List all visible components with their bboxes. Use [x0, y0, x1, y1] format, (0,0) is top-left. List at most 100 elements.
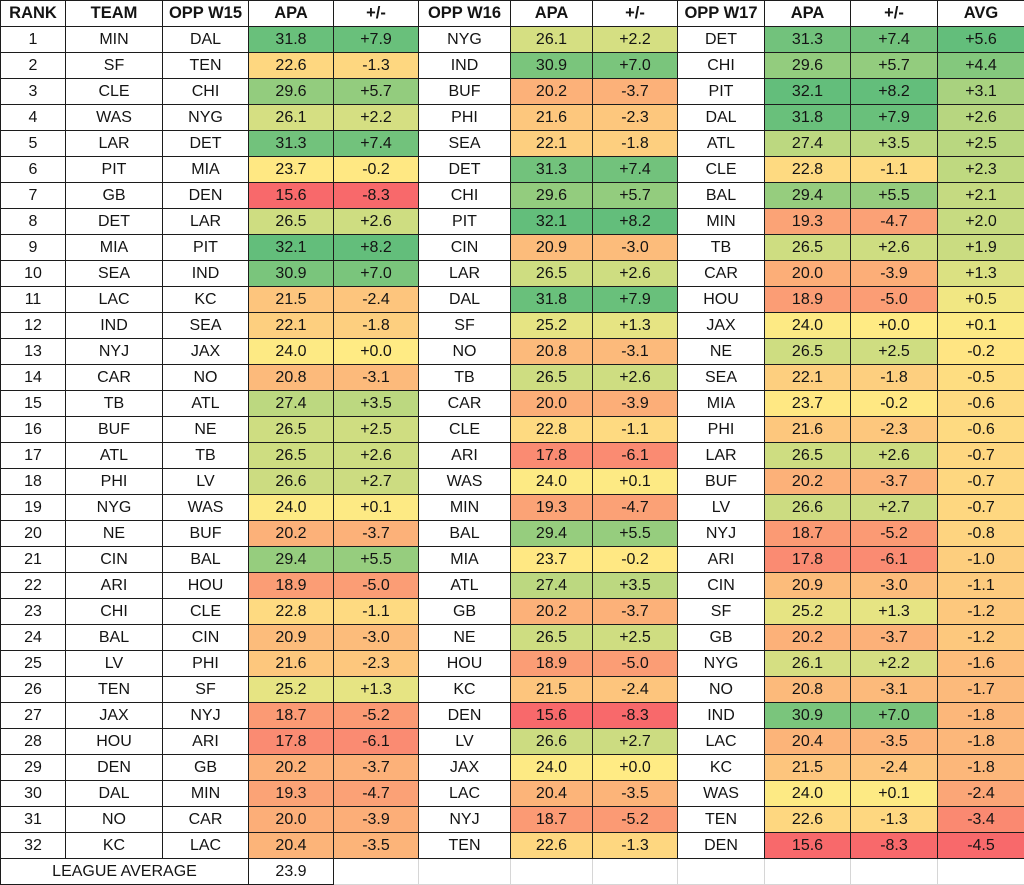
team-cell[interactable]: SEA — [66, 261, 163, 287]
team-cell[interactable]: CHI — [66, 599, 163, 625]
opp-w17-cell[interactable]: CHI — [678, 53, 765, 79]
opp-w16-cell[interactable]: MIN — [419, 495, 511, 521]
diff-w16-cell[interactable]: -3.7 — [593, 599, 678, 625]
avg-cell[interactable]: -0.7 — [938, 443, 1024, 469]
diff-w15-cell[interactable]: +7.4 — [334, 131, 419, 157]
opp-w15-cell[interactable]: IND — [163, 261, 249, 287]
opp-w16-cell[interactable]: SF — [419, 313, 511, 339]
opp-w17-cell[interactable]: DEN — [678, 833, 765, 859]
team-cell[interactable]: ARI — [66, 573, 163, 599]
opp-w15-cell[interactable]: HOU — [163, 573, 249, 599]
apa-w15-cell[interactable]: 21.6 — [249, 651, 334, 677]
apa-w16-cell[interactable]: 20.9 — [511, 235, 593, 261]
opp-w16-cell[interactable]: DEN — [419, 703, 511, 729]
opp-w15-cell[interactable]: NO — [163, 365, 249, 391]
rank-cell[interactable]: 20 — [1, 521, 66, 547]
apa-w15-cell[interactable]: 20.0 — [249, 807, 334, 833]
avg-cell[interactable]: +2.0 — [938, 209, 1024, 235]
apa-w15-cell[interactable]: 19.3 — [249, 781, 334, 807]
apa-w16-cell[interactable]: 26.5 — [511, 625, 593, 651]
apa-w16-cell[interactable]: 26.5 — [511, 365, 593, 391]
empty-cell[interactable] — [334, 859, 419, 885]
apa-w15-cell[interactable]: 20.9 — [249, 625, 334, 651]
team-cell[interactable]: SF — [66, 53, 163, 79]
diff-w16-cell[interactable]: -5.0 — [593, 651, 678, 677]
rank-cell[interactable]: 19 — [1, 495, 66, 521]
avg-cell[interactable]: +0.5 — [938, 287, 1024, 313]
opp-w15-cell[interactable]: CHI — [163, 79, 249, 105]
apa-w17-cell[interactable]: 18.9 — [765, 287, 851, 313]
opp-w17-cell[interactable]: HOU — [678, 287, 765, 313]
diff-w16-cell[interactable]: -3.9 — [593, 391, 678, 417]
apa-w16-cell[interactable]: 20.2 — [511, 599, 593, 625]
opp-w17-cell[interactable]: GB — [678, 625, 765, 651]
diff-w15-cell[interactable]: +5.5 — [334, 547, 419, 573]
diff-w15-cell[interactable]: -2.3 — [334, 651, 419, 677]
diff-w17-cell[interactable]: -3.7 — [851, 469, 938, 495]
rank-cell[interactable]: 30 — [1, 781, 66, 807]
diff-w16-cell[interactable]: -8.3 — [593, 703, 678, 729]
apa-w17-cell[interactable]: 20.8 — [765, 677, 851, 703]
diff-w16-cell[interactable]: +5.5 — [593, 521, 678, 547]
diff-w16-cell[interactable]: -3.5 — [593, 781, 678, 807]
apa-w15-cell[interactable]: 24.0 — [249, 495, 334, 521]
opp-w16-cell[interactable]: SEA — [419, 131, 511, 157]
diff-w15-cell[interactable]: +0.1 — [334, 495, 419, 521]
apa-w15-cell[interactable]: 26.5 — [249, 417, 334, 443]
opp-w15-cell[interactable]: DAL — [163, 27, 249, 53]
opp-w17-cell[interactable]: JAX — [678, 313, 765, 339]
opp-w17-cell[interactable]: NO — [678, 677, 765, 703]
opp-w15-cell[interactable]: MIN — [163, 781, 249, 807]
diff-w16-cell[interactable]: +7.4 — [593, 157, 678, 183]
apa-w16-cell[interactable]: 20.8 — [511, 339, 593, 365]
diff-w17-cell[interactable]: -0.2 — [851, 391, 938, 417]
apa-w17-cell[interactable]: 20.2 — [765, 625, 851, 651]
rank-cell[interactable]: 5 — [1, 131, 66, 157]
opp-w15-cell[interactable]: SF — [163, 677, 249, 703]
opp-w17-cell[interactable]: PIT — [678, 79, 765, 105]
diff-w16-cell[interactable]: -4.7 — [593, 495, 678, 521]
apa-w17-cell[interactable]: 20.9 — [765, 573, 851, 599]
apa-w16-cell[interactable]: 20.2 — [511, 79, 593, 105]
header-opp-w17[interactable]: OPP W17 — [678, 1, 765, 27]
opp-w16-cell[interactable]: ARI — [419, 443, 511, 469]
opp-w15-cell[interactable]: LV — [163, 469, 249, 495]
apa-w17-cell[interactable]: 24.0 — [765, 781, 851, 807]
avg-cell[interactable]: +5.6 — [938, 27, 1024, 53]
diff-w17-cell[interactable]: +2.7 — [851, 495, 938, 521]
apa-w15-cell[interactable]: 31.3 — [249, 131, 334, 157]
apa-w15-cell[interactable]: 20.4 — [249, 833, 334, 859]
rank-cell[interactable]: 4 — [1, 105, 66, 131]
diff-w15-cell[interactable]: +2.7 — [334, 469, 419, 495]
opp-w15-cell[interactable]: JAX — [163, 339, 249, 365]
opp-w17-cell[interactable]: ATL — [678, 131, 765, 157]
rank-cell[interactable]: 13 — [1, 339, 66, 365]
diff-w16-cell[interactable]: -0.2 — [593, 547, 678, 573]
rank-cell[interactable]: 24 — [1, 625, 66, 651]
diff-w17-cell[interactable]: -3.5 — [851, 729, 938, 755]
diff-w17-cell[interactable]: +7.9 — [851, 105, 938, 131]
avg-cell[interactable]: +3.1 — [938, 79, 1024, 105]
diff-w16-cell[interactable]: +2.6 — [593, 261, 678, 287]
diff-w17-cell[interactable]: +7.0 — [851, 703, 938, 729]
opp-w17-cell[interactable]: SEA — [678, 365, 765, 391]
team-cell[interactable]: JAX — [66, 703, 163, 729]
diff-w15-cell[interactable]: +7.9 — [334, 27, 419, 53]
apa-w15-cell[interactable]: 23.7 — [249, 157, 334, 183]
avg-cell[interactable]: -0.8 — [938, 521, 1024, 547]
team-cell[interactable]: HOU — [66, 729, 163, 755]
apa-w17-cell[interactable]: 22.1 — [765, 365, 851, 391]
opp-w16-cell[interactable]: LV — [419, 729, 511, 755]
diff-w16-cell[interactable]: +8.2 — [593, 209, 678, 235]
avg-cell[interactable]: +2.6 — [938, 105, 1024, 131]
apa-w17-cell[interactable]: 20.0 — [765, 261, 851, 287]
rank-cell[interactable]: 6 — [1, 157, 66, 183]
opp-w17-cell[interactable]: WAS — [678, 781, 765, 807]
team-cell[interactable]: MIN — [66, 27, 163, 53]
apa-w17-cell[interactable]: 26.5 — [765, 339, 851, 365]
header-diff-w17[interactable]: +/- — [851, 1, 938, 27]
apa-w16-cell[interactable]: 29.6 — [511, 183, 593, 209]
apa-w16-cell[interactable]: 25.2 — [511, 313, 593, 339]
apa-w17-cell[interactable]: 22.8 — [765, 157, 851, 183]
opp-w16-cell[interactable]: LAR — [419, 261, 511, 287]
